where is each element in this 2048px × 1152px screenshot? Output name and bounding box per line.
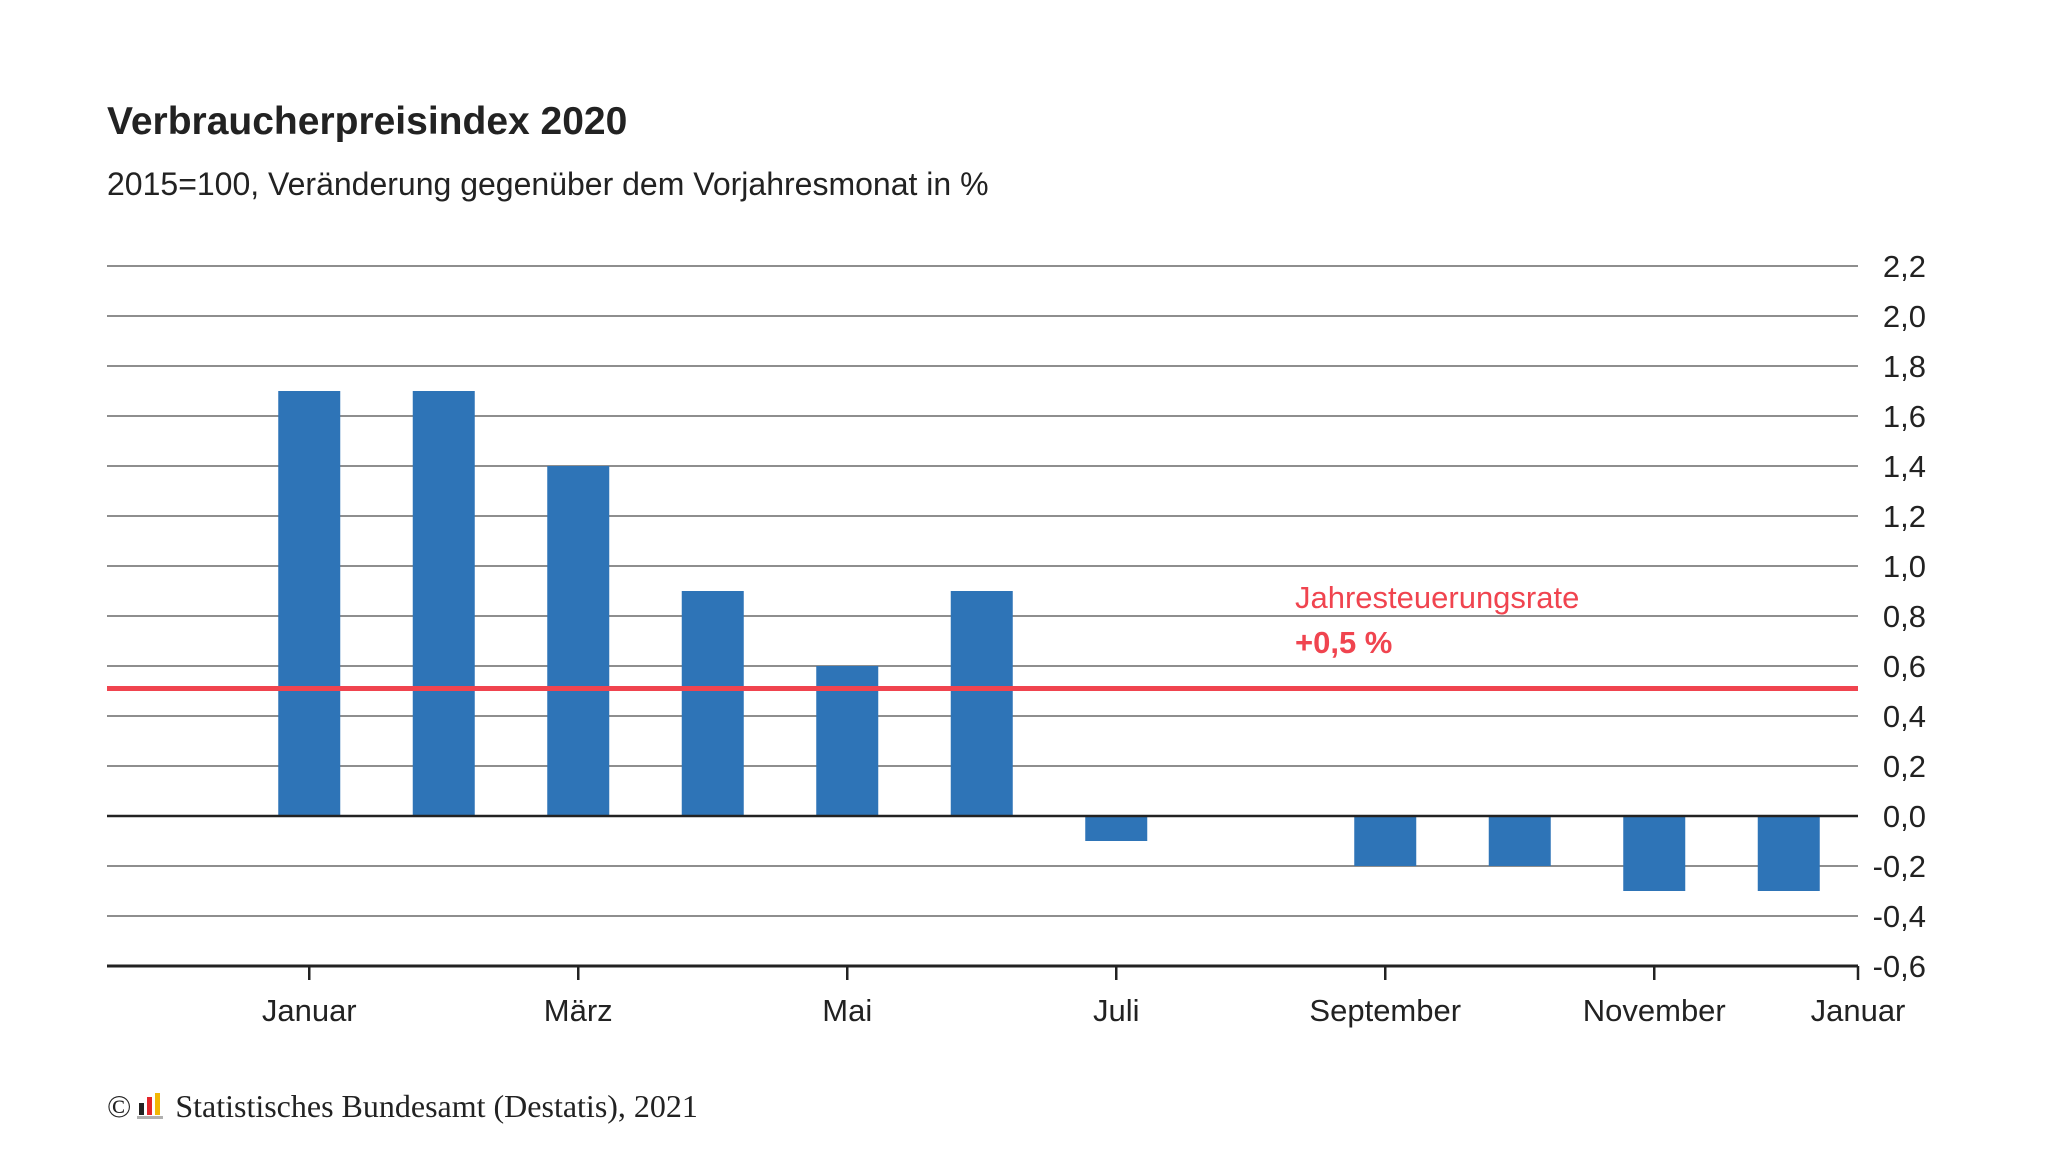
bar (412, 391, 475, 816)
chart-subtitle: 2015=100, Veränderung gegenüber dem Vorj… (107, 166, 989, 202)
y-tick-label: 0,4 (1883, 699, 1926, 734)
chart-title: Verbraucherpreisindex 2020 (107, 100, 628, 143)
bar (1488, 816, 1551, 866)
y-tick-label: 2,0 (1883, 299, 1926, 334)
y-tick-label: 0,6 (1883, 649, 1926, 684)
bar (950, 591, 1013, 816)
x-tick-label: Januar (262, 993, 357, 1028)
bar (681, 591, 744, 816)
y-tick-label: 0,0 (1883, 799, 1926, 834)
y-tick-label: -0,2 (1873, 849, 1926, 884)
y-tick-label: 1,6 (1883, 399, 1926, 434)
x-tick-label: Mai (822, 993, 872, 1028)
source-footer: © Statistisches Bundesamt (Destatis), 20… (107, 1088, 698, 1125)
x-tick-label: Juli (1093, 993, 1140, 1028)
bar (1354, 816, 1417, 866)
annual-rate-value: +0,5 % (1295, 625, 1392, 660)
copyright-symbol: © (107, 1088, 132, 1124)
bars (278, 391, 1820, 891)
y-tick-label: 1,2 (1883, 499, 1926, 534)
bar (547, 466, 610, 816)
x-tick-label: November (1583, 993, 1726, 1028)
bar (1623, 816, 1686, 891)
y-tick-label: -0,4 (1873, 899, 1926, 934)
x-tick-label: Januar (1811, 993, 1906, 1028)
reference-line-group: Jahresteuerungsrate +0,5 % (107, 580, 1858, 691)
y-tick-label: 1,4 (1883, 449, 1926, 484)
y-tick-label: 0,2 (1883, 749, 1926, 784)
y-tick-label: 0,8 (1883, 599, 1926, 634)
y-tick-label: -0,6 (1873, 949, 1926, 984)
bar (278, 391, 341, 816)
y-tick-label: 2,2 (1883, 249, 1926, 284)
y-tick-label: 1,8 (1883, 349, 1926, 384)
y-tick-label: 1,0 (1883, 549, 1926, 584)
bar (1757, 816, 1820, 891)
x-tick-label: März (544, 993, 613, 1028)
destatis-logo-icon (137, 1090, 165, 1127)
annual-rate-label: Jahresteuerungsrate (1295, 580, 1579, 615)
axes (107, 814, 1860, 980)
x-tick-label: September (1309, 993, 1461, 1028)
source-text: Statistisches Bundesamt (Destatis), 2021 (175, 1088, 698, 1124)
bar (1085, 816, 1148, 841)
tick-labels: 2,2 2,0 1,8 1,6 1,4 1,2 1,0 0,8 0,6 0,4 0,2 0,0 -0,2… (262, 249, 1926, 1028)
